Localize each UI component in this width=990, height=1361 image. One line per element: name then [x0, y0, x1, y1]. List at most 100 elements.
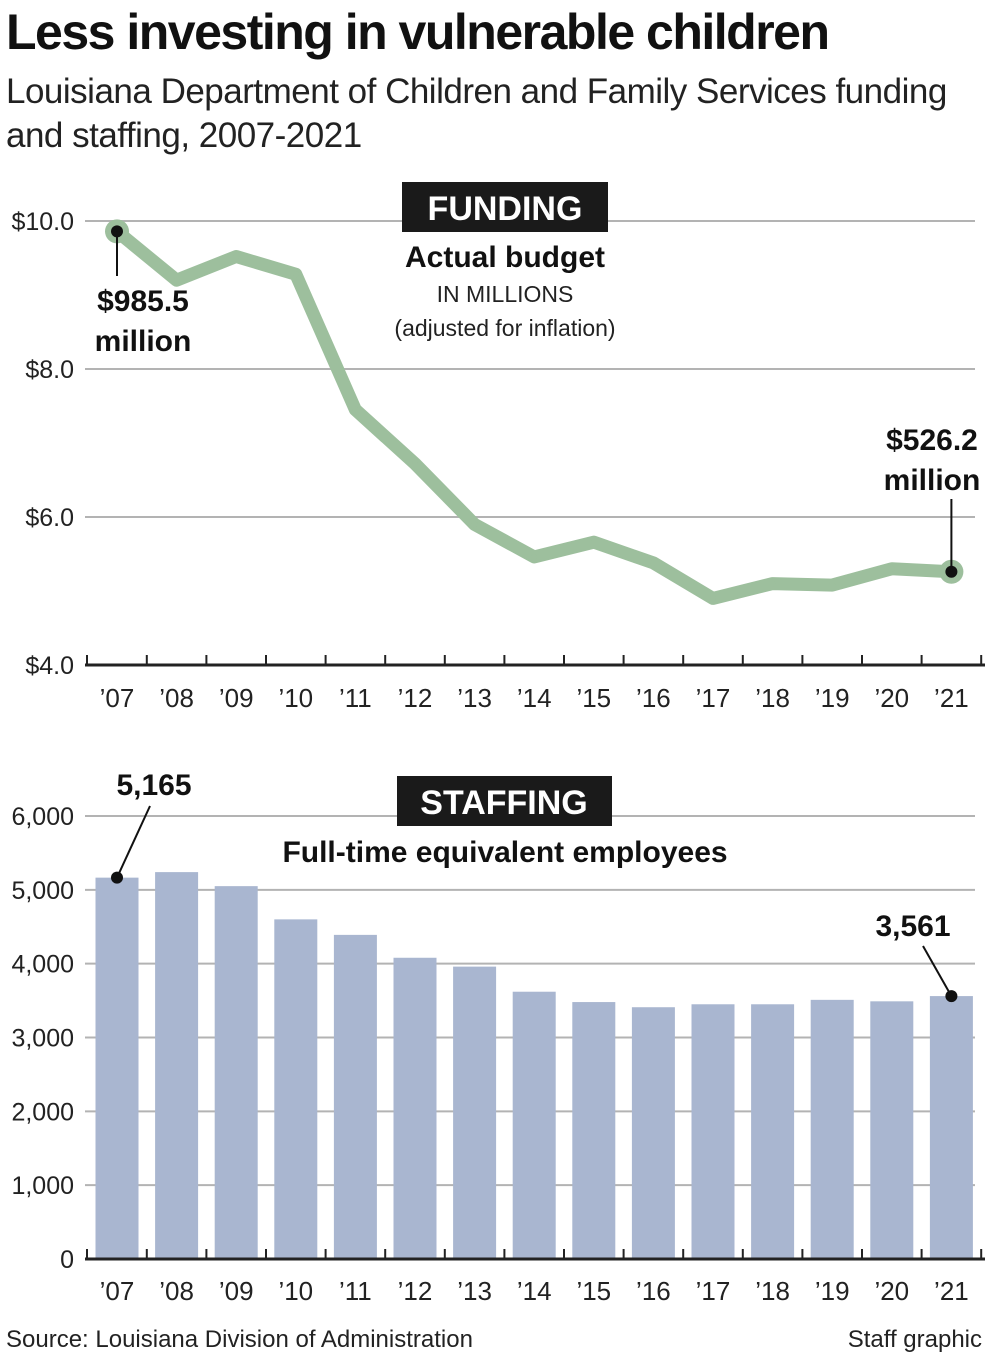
staffing-end-leader [922, 945, 953, 997]
staffing-x-tick-label: ’12 [398, 1276, 433, 1306]
funding-tag: FUNDING [428, 190, 583, 228]
staffing-x-tick-label: ’16 [636, 1276, 671, 1306]
funding-subtitle: Actual budget [405, 241, 605, 274]
staffing-bar [393, 957, 437, 1259]
funding-end-value: $526.2 [886, 424, 978, 457]
funding-data-point [769, 580, 776, 587]
staffing-bar [214, 886, 258, 1259]
funding-header: FUNDING Actual budget IN MILLIONS (adjus… [394, 182, 616, 341]
funding-start-unit: million [95, 325, 192, 358]
funding-end-unit: million [884, 464, 981, 497]
staffing-subtitle: Full-time equivalent employees [282, 836, 727, 869]
staffing-bar [274, 919, 318, 1259]
funding-data-point [650, 559, 657, 566]
staffing-y-tick-label: 1,000 [11, 1172, 74, 1200]
staffing-x-tick-label: ’20 [874, 1276, 909, 1306]
funding-x-tick-label: ’15 [576, 683, 611, 713]
staffing-tag: STAFFING [420, 784, 587, 822]
funding-x-tick-label: ’13 [457, 683, 492, 713]
funding-x-tick-label: ’14 [517, 683, 552, 713]
staffing-bar [929, 996, 973, 1259]
staffing-end-value: 3,561 [875, 910, 950, 943]
funding-tag-background [402, 182, 608, 232]
funding-data-point [173, 277, 180, 284]
funding-y-tick-label: $10.0 [11, 208, 74, 236]
staffing-x-tick-label: ’13 [457, 1276, 492, 1306]
funding-start-value: $985.5 [97, 285, 189, 318]
staffing-y-tick-label: 6,000 [11, 803, 74, 831]
staffing-header: STAFFING Full-time equivalent employees [282, 776, 728, 869]
staffing-x-tick-label: ’11 [339, 1276, 372, 1306]
staffing-bar [333, 934, 377, 1259]
staffing-bar [453, 966, 497, 1259]
staffing-x-tick-label: ’14 [517, 1276, 552, 1306]
funding-x-tick-label: ’08 [159, 683, 194, 713]
staffing-bar [512, 991, 556, 1259]
staffing-start-value: 5,165 [116, 769, 191, 802]
funding-data-point [233, 253, 240, 260]
funding-data-point [531, 553, 538, 560]
staffing-x-tick-label: ’09 [219, 1276, 254, 1306]
funding-data-point [292, 271, 299, 278]
staffing-annotations: 5,165 3,561 [111, 769, 958, 1003]
funding-x-tick-label: ’09 [219, 683, 254, 713]
staffing-x-tick-label: ’21 [934, 1276, 969, 1306]
staffing-y-axis: 6,000 5,000 4,000 3,000 2,000 1,000 0 [11, 803, 74, 1274]
funding-x-tick-label: ’21 [934, 683, 969, 713]
staffing-bar [810, 999, 854, 1259]
funding-x-tick-label: ’10 [278, 683, 313, 713]
staffing-start-leader [116, 805, 151, 879]
funding-data-point [710, 595, 716, 602]
funding-x-tick-label: ’11 [339, 683, 372, 713]
funding-x-tick-label: ’18 [755, 683, 790, 713]
funding-data-point [590, 539, 597, 546]
funding-chart: $10.0$8.0$6.0$4.0 ’07’08’09’10’11’12’13’… [11, 182, 985, 713]
staffing-bar [631, 1007, 675, 1259]
staffing-bars [95, 872, 973, 1259]
funding-x-tick-label: ’07 [100, 683, 135, 713]
funding-y-tick-label: $4.0 [25, 652, 74, 680]
funding-y-tick-label: $8.0 [25, 356, 74, 384]
funding-x-tick-label: ’19 [815, 683, 850, 713]
funding-data-point [829, 582, 836, 589]
funding-data-point [471, 521, 478, 528]
staffing-bar [691, 1004, 735, 1259]
funding-data-point [888, 565, 895, 572]
staffing-x-tick-label: ’17 [696, 1276, 731, 1306]
funding-x-axis: ’07 ’08 ’09 ’10 ’11 ’12 ’13 ’14 ’15 ’16 ’17 ’18 ’19 ’… [85, 655, 985, 713]
staffing-x-tick-label: ’15 [576, 1276, 611, 1306]
staffing-x-tick-label: ’18 [755, 1276, 790, 1306]
funding-y-tick-label: $6.0 [25, 504, 74, 532]
funding-annotations: $985.5 million $526.2 million [95, 219, 981, 584]
source-note: Source: Louisiana Division of Administra… [6, 1326, 473, 1353]
credit-note: Staff graphic [847, 1326, 982, 1353]
chart-subtitle: Louisiana Department of Children and Fam… [6, 72, 947, 155]
funding-data-point [352, 406, 359, 413]
staffing-tag-background [397, 776, 612, 826]
staffing-bar [155, 872, 199, 1259]
staffing-y-tick-label: 2,000 [11, 1098, 74, 1126]
funding-series [110, 224, 958, 605]
funding-x-tick-label: ’20 [874, 683, 909, 713]
funding-inflation-note: (adjusted for inflation) [394, 315, 615, 341]
funding-x-tick-label: ’16 [636, 683, 671, 713]
funding-x-tick-label: ’12 [398, 683, 433, 713]
staffing-bar [572, 1002, 616, 1259]
staffing-bar [870, 1001, 914, 1259]
staffing-x-axis: ’07 ’08 ’09 ’10 ’11 ’12 ’13 ’14 ’15 ’16 ’17 ’18 ’19 ’… [85, 1249, 985, 1306]
staffing-y-tick-label: 0 [60, 1246, 74, 1274]
funding-units-note: IN MILLIONS [437, 281, 574, 307]
funding-x-tick-label: ’17 [696, 683, 731, 713]
funding-data-point [412, 460, 418, 467]
staffing-bar [751, 1004, 795, 1259]
staffing-x-tick-label: ’19 [815, 1276, 850, 1306]
staffing-x-tick-label: ’08 [159, 1276, 194, 1306]
staffing-y-tick-label: 5,000 [11, 877, 74, 905]
funding-y-axis: $10.0 $8.0 $6.0 $4.0 [11, 208, 74, 680]
staffing-y-tick-label: 3,000 [11, 1025, 74, 1053]
chart-title: Less investing in vulnerable children [6, 4, 830, 60]
staffing-bar [95, 877, 139, 1259]
staffing-y-tick-label: 4,000 [11, 951, 74, 979]
